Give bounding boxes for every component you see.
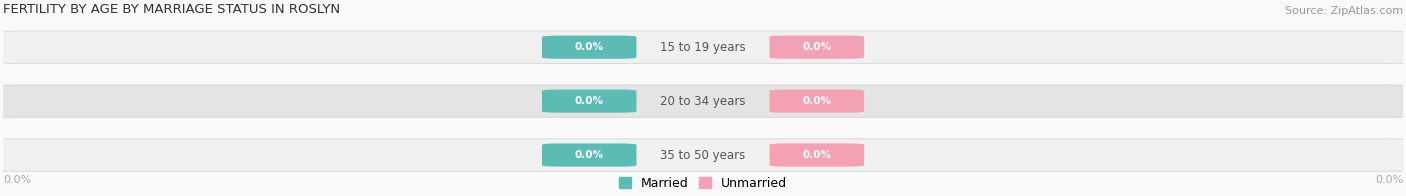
Text: 20 to 34 years: 20 to 34 years <box>661 95 745 108</box>
Text: Source: ZipAtlas.com: Source: ZipAtlas.com <box>1285 6 1403 16</box>
FancyBboxPatch shape <box>769 143 865 167</box>
Text: 35 to 50 years: 35 to 50 years <box>661 149 745 162</box>
FancyBboxPatch shape <box>0 31 1406 63</box>
FancyBboxPatch shape <box>541 36 637 59</box>
FancyBboxPatch shape <box>769 90 865 113</box>
Text: FERTILITY BY AGE BY MARRIAGE STATUS IN ROSLYN: FERTILITY BY AGE BY MARRIAGE STATUS IN R… <box>3 3 340 16</box>
Text: 0.0%: 0.0% <box>803 42 831 52</box>
Text: 0.0%: 0.0% <box>3 175 31 185</box>
FancyBboxPatch shape <box>0 139 1406 171</box>
Text: 0.0%: 0.0% <box>1375 175 1403 185</box>
FancyBboxPatch shape <box>541 90 637 113</box>
Text: 0.0%: 0.0% <box>575 150 603 160</box>
Text: 0.0%: 0.0% <box>575 96 603 106</box>
Text: 0.0%: 0.0% <box>803 96 831 106</box>
Text: 0.0%: 0.0% <box>575 42 603 52</box>
FancyBboxPatch shape <box>541 143 637 167</box>
FancyBboxPatch shape <box>769 36 865 59</box>
Text: 15 to 19 years: 15 to 19 years <box>661 41 745 54</box>
Legend: Married, Unmarried: Married, Unmarried <box>613 172 793 195</box>
Text: 0.0%: 0.0% <box>803 150 831 160</box>
FancyBboxPatch shape <box>0 85 1406 117</box>
